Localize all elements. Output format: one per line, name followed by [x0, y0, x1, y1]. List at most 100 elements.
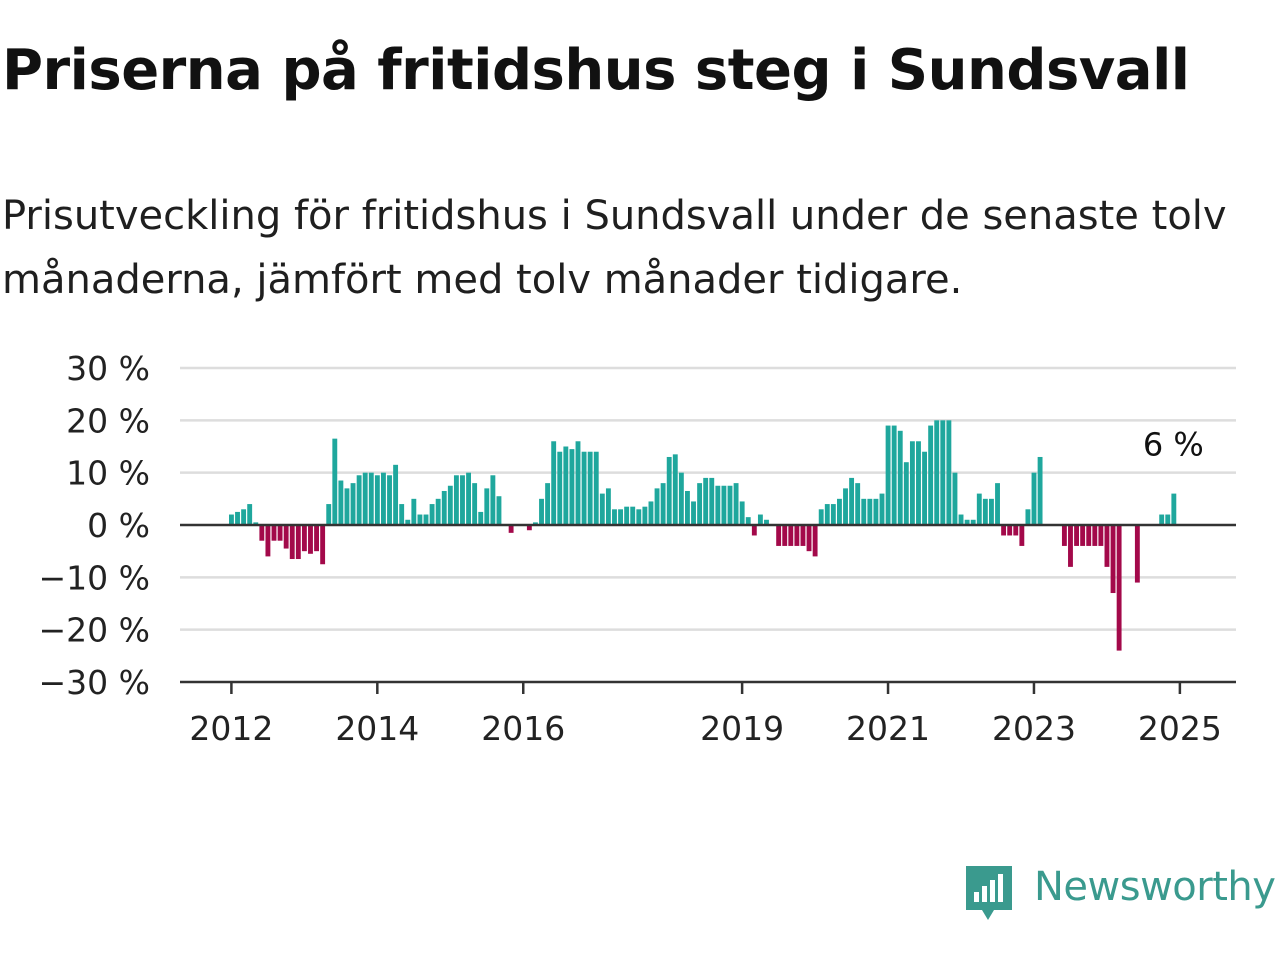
bar	[545, 483, 551, 525]
bar	[533, 522, 538, 525]
bar	[387, 475, 392, 525]
bar	[423, 514, 429, 525]
bar	[575, 441, 581, 525]
bar	[314, 525, 319, 552]
bar	[715, 485, 721, 525]
bar	[764, 519, 769, 525]
bar	[873, 498, 879, 525]
bar	[466, 472, 471, 525]
bar	[751, 525, 757, 536]
bar	[660, 483, 666, 525]
bar	[812, 525, 818, 557]
bar	[441, 490, 447, 525]
y-tick-label: −30 %	[39, 663, 151, 702]
bar	[733, 483, 739, 525]
bar	[849, 477, 855, 525]
bar	[417, 514, 423, 525]
chart-title: Priserna på fritidshus steg i Sundsvall	[2, 38, 1190, 103]
bar	[1074, 525, 1079, 546]
bar	[952, 472, 958, 525]
bar	[618, 509, 623, 525]
y-tick-label: 10 %	[66, 454, 150, 493]
bar	[678, 472, 684, 525]
bar	[301, 525, 307, 552]
bar	[897, 430, 903, 525]
bar	[1061, 525, 1067, 546]
bar	[295, 525, 301, 560]
bar	[1134, 525, 1140, 583]
bar	[672, 454, 678, 525]
x-axis-ticks: 2012 2014 2016 2019 2021 2023 2025	[189, 682, 1222, 748]
bar	[1007, 525, 1013, 536]
x-tick-label: 2019	[700, 709, 784, 748]
bar	[399, 504, 405, 525]
y-tick-label: −20 %	[39, 611, 151, 650]
bar	[581, 451, 587, 525]
bar	[235, 511, 240, 525]
bar	[685, 490, 690, 525]
y-tick-label: 30 %	[66, 349, 150, 388]
bar	[861, 498, 867, 525]
bar	[648, 501, 654, 525]
bar	[824, 504, 830, 525]
bar	[1025, 509, 1031, 525]
bar	[332, 438, 338, 525]
bar	[794, 525, 800, 546]
bar	[605, 488, 611, 525]
bar	[1001, 525, 1007, 536]
bar	[447, 485, 453, 525]
bar	[1068, 525, 1073, 567]
bar	[788, 525, 794, 546]
bar	[703, 477, 709, 525]
bar	[247, 504, 253, 525]
bar	[283, 525, 289, 549]
bar	[338, 480, 344, 525]
bar	[989, 498, 994, 525]
bar	[976, 493, 982, 525]
x-tick-label: 2012	[189, 709, 273, 748]
bar	[1013, 525, 1019, 536]
bar	[995, 483, 1000, 525]
bar	[453, 475, 459, 525]
bar	[344, 488, 350, 525]
bar	[259, 525, 265, 541]
bar	[624, 506, 630, 525]
bar	[350, 483, 356, 525]
bar	[374, 475, 380, 525]
bar	[818, 509, 824, 525]
bar	[277, 525, 283, 541]
x-tick-label: 2014	[335, 709, 419, 748]
bar	[691, 501, 696, 525]
bar	[806, 525, 812, 552]
bar	[1031, 472, 1037, 525]
bar	[1037, 456, 1043, 525]
chart-subtitle: Prisutveckling för fritidshus i Sundsval…	[2, 193, 1227, 303]
bar	[356, 475, 362, 525]
bar	[1104, 525, 1110, 567]
grid-lines	[180, 366, 1236, 631]
bar	[922, 451, 927, 525]
bar	[916, 441, 921, 525]
x-tick-label: 2023	[992, 709, 1076, 748]
bar	[739, 501, 745, 525]
bar	[368, 472, 374, 525]
bar	[885, 425, 891, 525]
bar	[478, 511, 484, 525]
bar	[1165, 514, 1171, 525]
brand-name: Newsworthy	[1034, 864, 1276, 910]
bar	[393, 464, 399, 525]
bar	[1159, 514, 1165, 525]
newsworthy-logo: Newsworthy	[962, 862, 1276, 926]
bar	[697, 483, 703, 525]
bar	[241, 509, 247, 525]
bar	[1092, 525, 1098, 546]
bar	[289, 525, 295, 560]
bar	[526, 525, 532, 531]
bar	[745, 517, 751, 525]
bar	[727, 485, 733, 525]
bar	[484, 488, 490, 525]
x-tick-label: 2025	[1138, 709, 1222, 748]
bar	[843, 488, 848, 525]
x-tick-label: 2016	[481, 709, 565, 748]
bar	[982, 498, 988, 525]
